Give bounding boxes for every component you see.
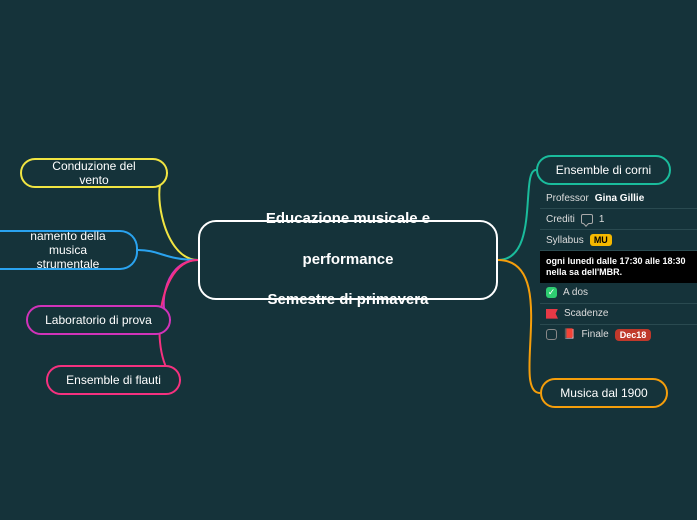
- check-icon: ✓: [546, 287, 557, 298]
- row-ados[interactable]: ✓ A dos: [540, 283, 697, 304]
- corni-details: Professor Gina Gillie Crediti 1 Syllabus…: [540, 188, 697, 345]
- branch-musica1900[interactable]: Musica dal 1900: [540, 378, 668, 408]
- syllabus-badge: MU: [590, 234, 612, 246]
- row-schedule: ogni lunedì dalle 17:30 alle 18:30 nella…: [540, 251, 697, 283]
- branch-laboratorio[interactable]: Laboratorio di prova: [26, 305, 171, 335]
- checkbox-empty-icon: [546, 329, 557, 340]
- center-line1: Educazione musicale e: [266, 209, 430, 229]
- center-line3: Semestre di primavera: [266, 290, 430, 310]
- branch-corni[interactable]: Ensemble di corni: [536, 155, 671, 185]
- calendar-icon: 📕: [563, 329, 575, 340]
- row-finale[interactable]: 📕 Finale Dec18: [540, 325, 697, 345]
- flag-icon: [546, 309, 558, 319]
- comment-icon: [581, 214, 593, 224]
- row-syllabus[interactable]: Syllabus MU: [540, 230, 697, 251]
- row-crediti[interactable]: Crediti 1: [540, 209, 697, 230]
- center-node[interactable]: Educazione musicale e performance Semest…: [198, 220, 498, 300]
- branch-strumento[interactable]: namento della musica strumentale: [0, 230, 138, 270]
- branch-flauti[interactable]: Ensemble di flauti: [46, 365, 181, 395]
- row-professor[interactable]: Professor Gina Gillie: [540, 188, 697, 209]
- center-line2: performance: [266, 250, 430, 270]
- branch-conduzione[interactable]: Conduzione del vento: [20, 158, 168, 188]
- row-scadenze[interactable]: Scadenze: [540, 304, 697, 325]
- due-badge: Dec18: [615, 329, 652, 341]
